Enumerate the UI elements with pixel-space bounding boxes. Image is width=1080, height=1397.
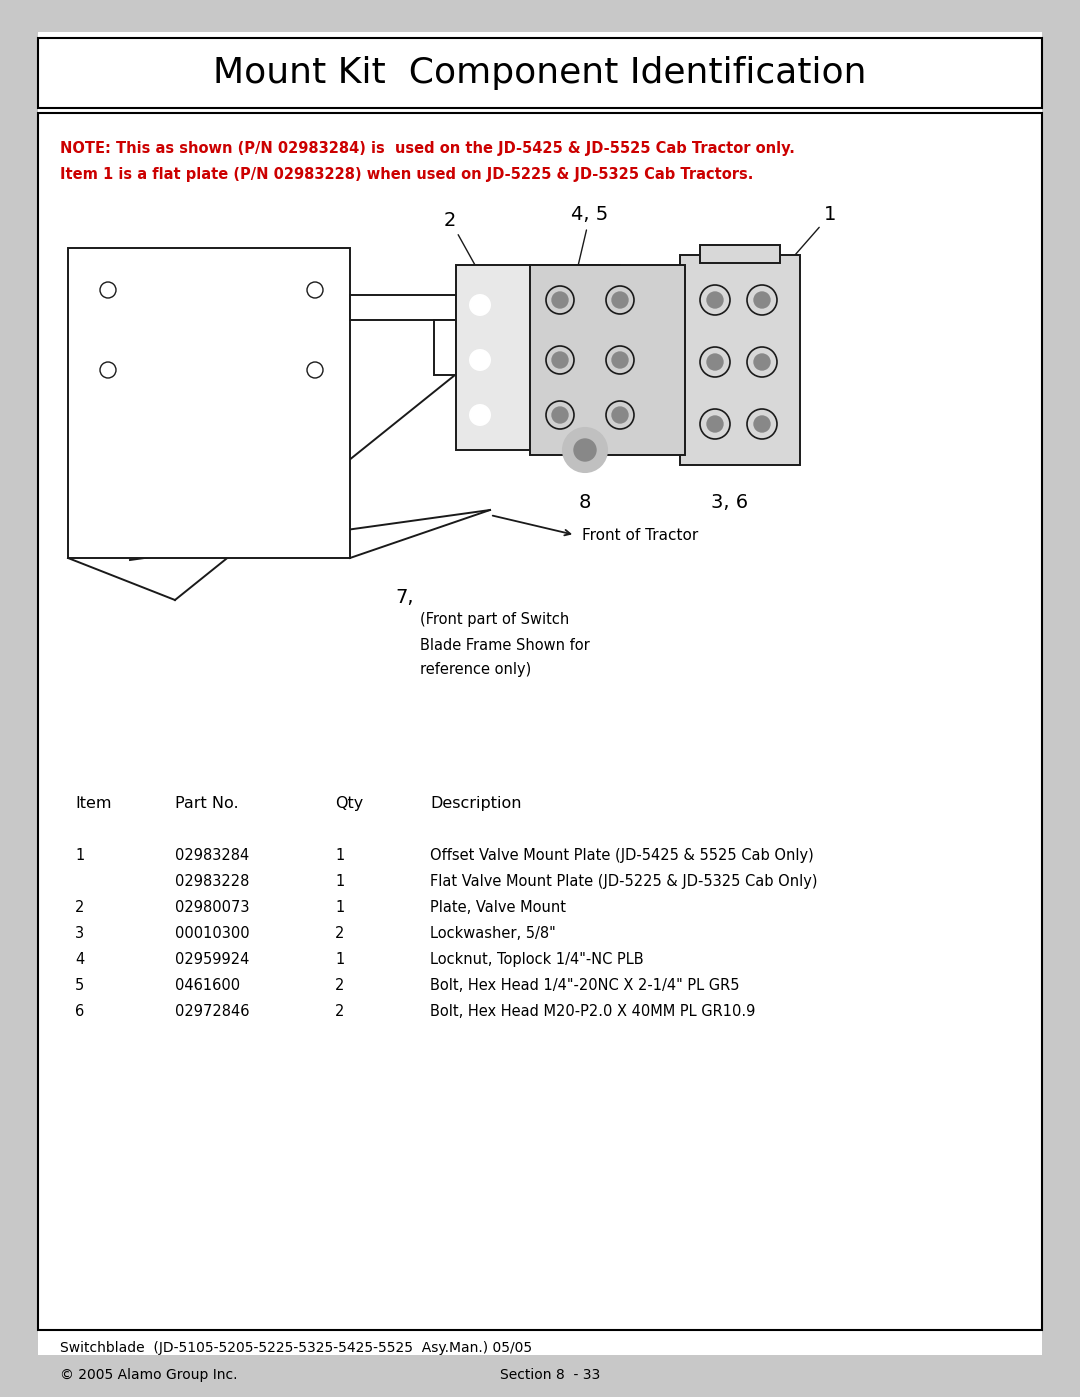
Circle shape <box>470 295 490 314</box>
Bar <box>456 265 620 450</box>
Text: 02983284: 02983284 <box>175 848 249 863</box>
Text: Offset Valve Mount Plate (JD-5425 & 5525 Cab Only): Offset Valve Mount Plate (JD-5425 & 5525… <box>430 848 813 863</box>
Text: 8: 8 <box>579 493 591 511</box>
Text: (Front part of Switch: (Front part of Switch <box>420 612 569 627</box>
Text: Bolt, Hex Head 1/4"-20NC X 2-1/4" PL GR5: Bolt, Hex Head 1/4"-20NC X 2-1/4" PL GR5 <box>430 978 740 993</box>
Text: 1: 1 <box>335 848 345 863</box>
Circle shape <box>707 353 723 370</box>
Circle shape <box>612 352 627 367</box>
Bar <box>38 113 1042 1330</box>
Text: Item 1 is a flat plate (P/N 02983228) when used on JD-5225 & JD-5325 Cab Tractor: Item 1 is a flat plate (P/N 02983228) wh… <box>60 168 754 183</box>
Circle shape <box>552 407 568 423</box>
Text: 2: 2 <box>335 926 345 942</box>
Text: Part No.: Part No. <box>175 796 239 812</box>
Circle shape <box>754 292 770 307</box>
Text: 3, 6: 3, 6 <box>712 493 748 511</box>
Text: Lockwasher, 5/8": Lockwasher, 5/8" <box>430 926 556 942</box>
Text: Flat Valve Mount Plate (JD-5225 & JD-5325 Cab Only): Flat Valve Mount Plate (JD-5225 & JD-532… <box>430 875 818 888</box>
Text: Bolt, Hex Head M20-P2.0 X 40MM PL GR10.9: Bolt, Hex Head M20-P2.0 X 40MM PL GR10.9 <box>430 1004 755 1018</box>
Text: © 2005 Alamo Group Inc.: © 2005 Alamo Group Inc. <box>60 1368 238 1382</box>
Text: 7,: 7, <box>395 588 414 608</box>
Text: Plate, Valve Mount: Plate, Valve Mount <box>430 900 566 915</box>
Text: 1: 1 <box>75 848 84 863</box>
Circle shape <box>470 351 490 370</box>
Bar <box>530 265 685 455</box>
Circle shape <box>470 405 490 425</box>
Circle shape <box>612 407 627 423</box>
Text: 2: 2 <box>335 978 345 993</box>
Bar <box>38 38 1042 108</box>
Text: 02980073: 02980073 <box>175 900 249 915</box>
Circle shape <box>754 353 770 370</box>
Text: 2: 2 <box>444 211 498 306</box>
Text: Item: Item <box>75 796 111 812</box>
Bar <box>350 295 456 320</box>
Text: Qty: Qty <box>335 796 363 812</box>
Circle shape <box>552 352 568 367</box>
Text: 02972846: 02972846 <box>175 1004 249 1018</box>
Text: 1: 1 <box>335 900 345 915</box>
Bar <box>68 249 350 557</box>
Text: 2: 2 <box>75 900 84 915</box>
Text: 0461600: 0461600 <box>175 978 240 993</box>
Circle shape <box>612 292 627 307</box>
Text: 1: 1 <box>762 205 836 292</box>
Bar <box>434 320 456 374</box>
Text: 4: 4 <box>75 951 84 967</box>
Text: Switchblade  (JD-5105-5205-5225-5325-5425-5525  Asy.Man.) 05/05: Switchblade (JD-5105-5205-5225-5325-5425… <box>60 1341 532 1355</box>
Text: Blade Frame Shown for: Blade Frame Shown for <box>420 638 590 652</box>
Text: 4, 5: 4, 5 <box>569 205 609 296</box>
Text: 1: 1 <box>335 875 345 888</box>
Text: Description: Description <box>430 796 522 812</box>
Circle shape <box>552 292 568 307</box>
Circle shape <box>754 416 770 432</box>
Text: 2: 2 <box>335 1004 345 1018</box>
Text: 3: 3 <box>75 926 84 942</box>
Circle shape <box>563 427 607 472</box>
Text: Locknut, Toplock 1/4"-NC PLB: Locknut, Toplock 1/4"-NC PLB <box>430 951 644 967</box>
Bar <box>700 244 780 263</box>
Circle shape <box>707 292 723 307</box>
Text: 5: 5 <box>75 978 84 993</box>
Text: 02959924: 02959924 <box>175 951 249 967</box>
Text: 1: 1 <box>335 951 345 967</box>
Text: Section 8  - 33: Section 8 - 33 <box>500 1368 600 1382</box>
Bar <box>680 256 800 465</box>
Text: 02983228: 02983228 <box>175 875 249 888</box>
Text: reference only): reference only) <box>420 662 531 678</box>
Text: Mount Kit  Component Identification: Mount Kit Component Identification <box>213 56 867 89</box>
Circle shape <box>573 439 596 461</box>
Text: Front of Tractor: Front of Tractor <box>582 528 699 542</box>
Text: 00010300: 00010300 <box>175 926 249 942</box>
Circle shape <box>707 416 723 432</box>
Text: 6: 6 <box>75 1004 84 1018</box>
Text: NOTE: This as shown (P/N 02983284) is  used on the JD-5425 & JD-5525 Cab Tractor: NOTE: This as shown (P/N 02983284) is us… <box>60 141 795 155</box>
